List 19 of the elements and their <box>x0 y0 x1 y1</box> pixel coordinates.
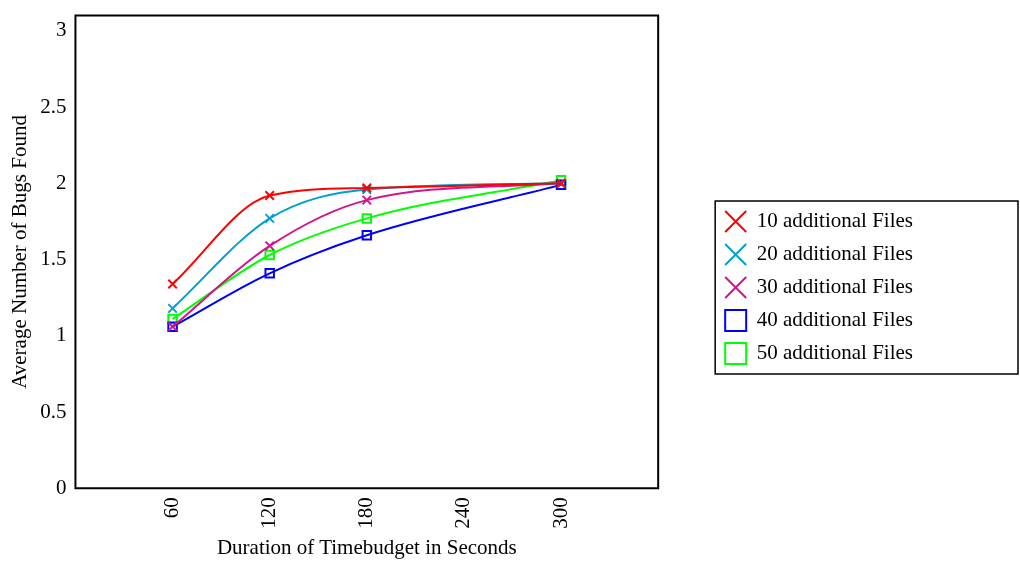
y-tick-label: 2.5 <box>40 93 67 118</box>
y-tick-label: 3 <box>55 17 67 42</box>
y-tick-label: 1.5 <box>40 246 67 271</box>
legend-label: 50 additional Files <box>756 340 914 365</box>
x-tick-label: 180 <box>353 497 378 529</box>
x-tick-label: 300 <box>547 497 572 529</box>
x-tick-label: 240 <box>450 497 475 529</box>
y-tick-label: 1 <box>55 322 67 347</box>
legend-label: 30 additional Files <box>756 274 914 299</box>
x-tick-label: 120 <box>256 497 281 529</box>
legend-label: 20 additional Files <box>756 241 914 266</box>
y-tick-label: 0.5 <box>40 398 67 423</box>
x-tick-label: 60 <box>159 497 184 519</box>
x-axis-title: Duration of Timebudget in Seconds <box>216 534 517 559</box>
y-tick-label: 2 <box>55 169 67 194</box>
legend-label: 10 additional Files <box>756 208 914 233</box>
y-axis-title: Average Number of Bugs Found <box>7 114 32 389</box>
y-tick-label: 0 <box>55 474 67 499</box>
legend-label: 40 additional Files <box>756 307 914 332</box>
